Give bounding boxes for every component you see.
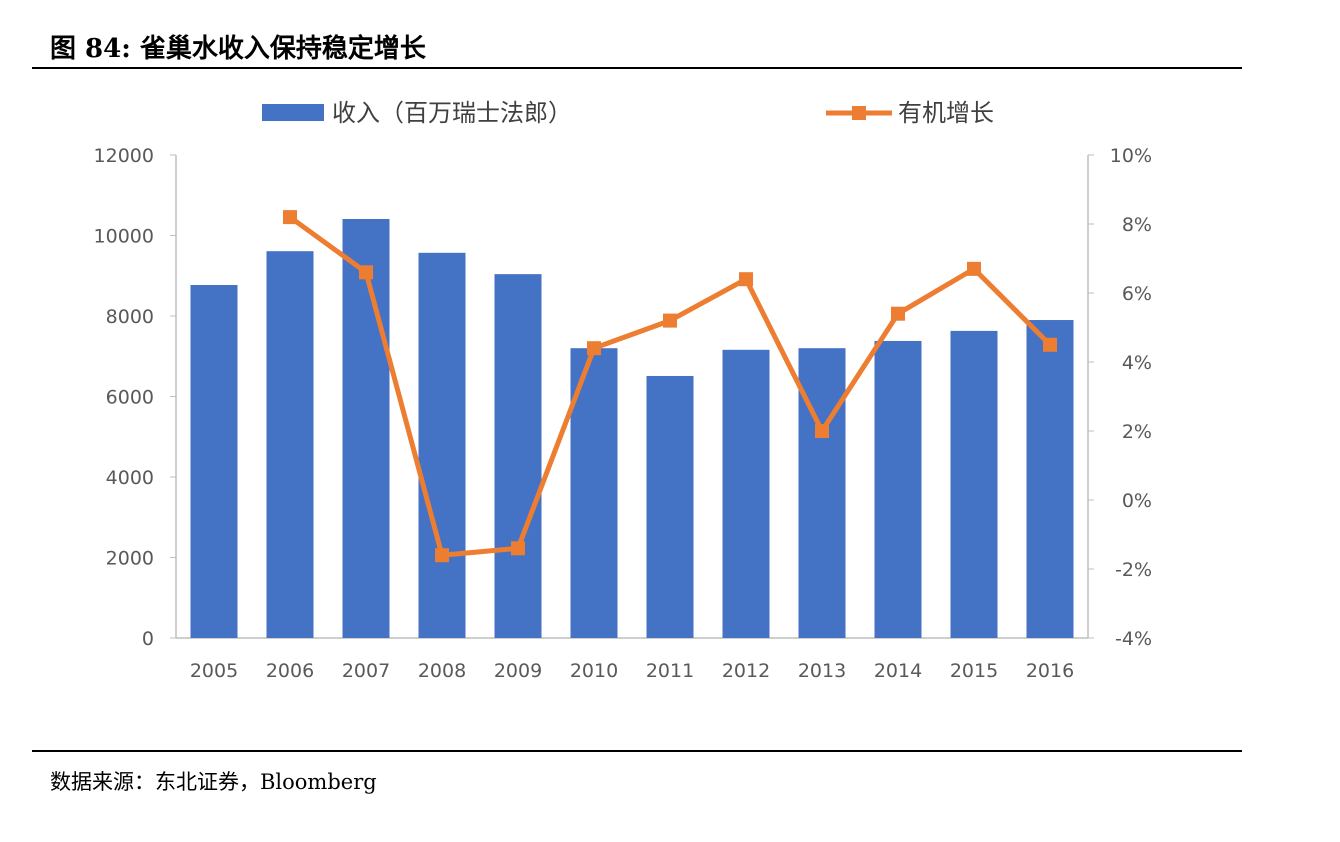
bar-2016 [1026, 320, 1074, 638]
growth-marker-2011 [663, 313, 677, 328]
bar-2015 [950, 330, 998, 638]
x-tick-label: 2010 [570, 660, 618, 682]
x-tick-label: 2007 [342, 660, 390, 682]
growth-marker-2006 [283, 210, 297, 225]
bar-2009 [494, 274, 542, 638]
legend-line-label: 有机增长 [898, 99, 994, 127]
bar-2012 [722, 349, 770, 638]
left-tick-label: 6000 [106, 387, 154, 409]
x-tick-label: 2008 [418, 660, 466, 682]
source-note: 数据来源：东北证券，Bloomberg [50, 770, 377, 794]
left-tick-label: 0 [142, 628, 154, 650]
left-tick-label: 8000 [106, 306, 154, 328]
left-tick-label: 12000 [94, 145, 154, 167]
x-tick-label: 2013 [798, 660, 846, 682]
left-tick-label: 4000 [106, 467, 154, 489]
bottom-rule [32, 750, 1242, 752]
x-tick-label: 2005 [190, 660, 238, 682]
bar-2014 [874, 340, 922, 638]
growth-marker-2016 [1043, 337, 1057, 352]
right-tick-label: 10% [1110, 145, 1152, 167]
x-tick-label: 2006 [266, 660, 314, 682]
x-tick-label: 2014 [874, 660, 922, 682]
growth-marker-2012 [739, 272, 753, 287]
right-tick-label: 6% [1122, 283, 1152, 305]
growth-marker-2015 [967, 261, 981, 276]
bar-2006 [266, 251, 314, 638]
bar-2005 [190, 285, 238, 638]
right-tick-label: 4% [1122, 352, 1152, 374]
x-tick-label: 2015 [950, 660, 998, 682]
legend-bar-swatch [262, 104, 324, 121]
left-tick-label: 10000 [94, 226, 154, 248]
right-tick-label: 2% [1122, 421, 1152, 443]
bar-2013 [798, 348, 846, 638]
bar-2008 [418, 252, 466, 638]
x-tick-label: 2009 [494, 660, 542, 682]
right-tick-label: -4% [1115, 628, 1152, 650]
growth-marker-2007 [359, 265, 373, 280]
legend-bar-label: 收入（百万瑞士法郎） [332, 99, 572, 127]
right-tick-label: 0% [1122, 490, 1152, 512]
left-tick-label: 2000 [106, 548, 154, 570]
growth-marker-2014 [891, 306, 905, 321]
x-tick-label: 2012 [722, 660, 770, 682]
x-tick-label: 2016 [1026, 660, 1074, 682]
growth-marker-2013 [815, 424, 829, 438]
top-rule [32, 67, 1242, 69]
growth-marker-2008 [435, 548, 449, 563]
right-tick-label: -2% [1115, 559, 1152, 581]
bar-2011 [646, 375, 694, 638]
x-tick-label: 2011 [646, 660, 694, 682]
right-tick-label: 8% [1122, 214, 1152, 236]
growth-marker-2009 [511, 541, 525, 556]
growth-marker-2010 [587, 341, 601, 356]
figure-title: 图 84: 雀巢水收入保持稳定增长 [50, 34, 426, 64]
bar-2010 [570, 348, 618, 638]
bar-2007 [342, 218, 390, 638]
legend-line-marker [852, 106, 866, 120]
